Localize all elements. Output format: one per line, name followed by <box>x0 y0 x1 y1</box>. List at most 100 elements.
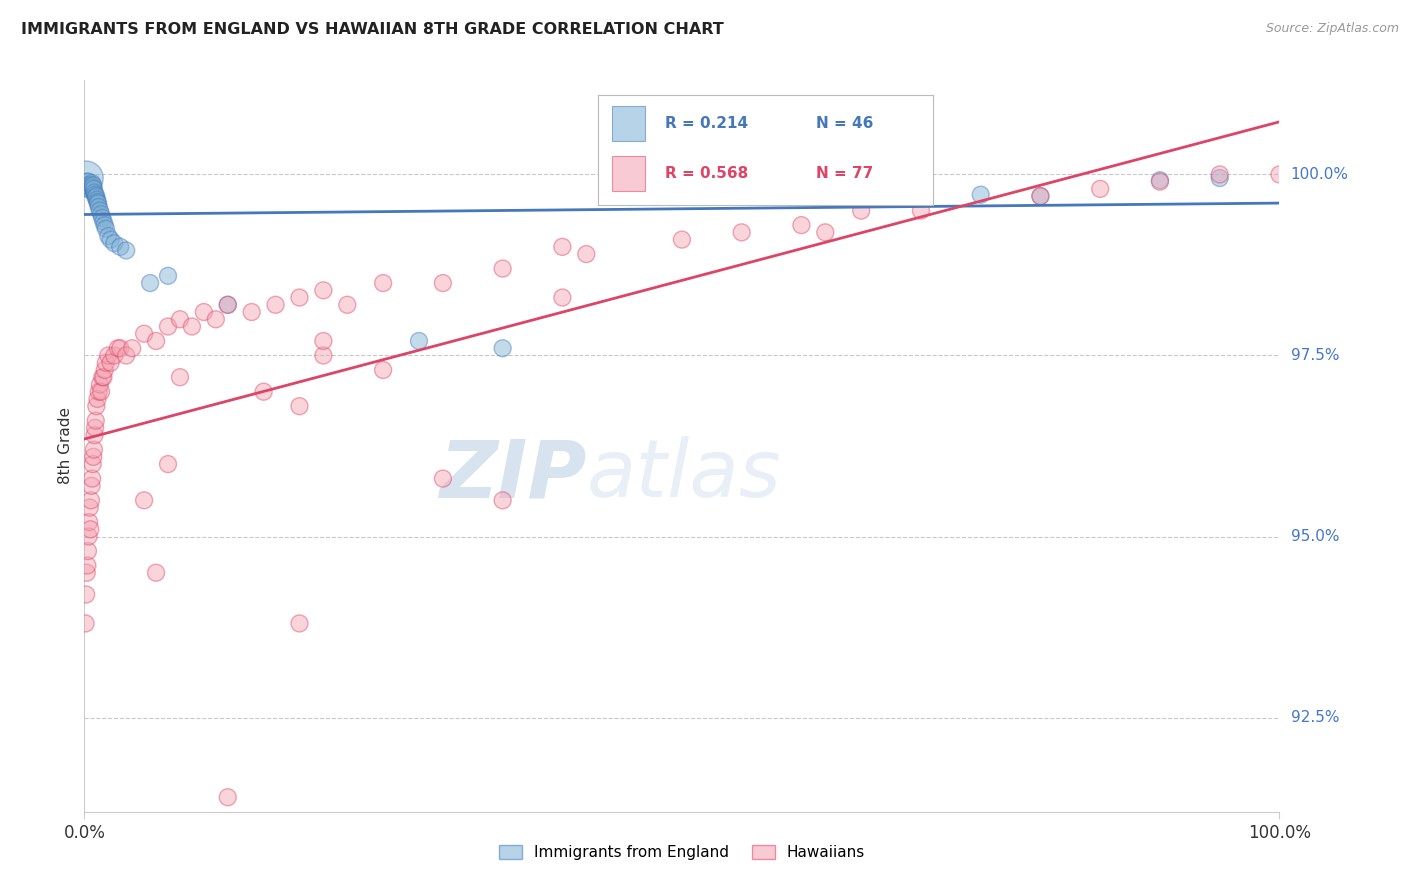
Point <box>110 341 132 355</box>
Point <box>1208 168 1230 182</box>
Point <box>551 240 574 254</box>
Point <box>157 319 180 334</box>
Point <box>75 171 97 186</box>
Point <box>145 566 167 580</box>
Point <box>94 356 117 370</box>
Point <box>217 790 239 805</box>
Point <box>86 194 108 209</box>
Point <box>93 363 115 377</box>
Point <box>790 180 813 194</box>
Point <box>139 276 162 290</box>
Point <box>86 193 108 207</box>
Point <box>77 180 100 194</box>
Text: ZIP: ZIP <box>439 436 586 515</box>
Point <box>121 341 143 355</box>
Point <box>145 334 167 348</box>
Point <box>371 363 394 377</box>
Point <box>80 493 103 508</box>
Point <box>87 384 110 399</box>
Point <box>103 349 125 363</box>
Point <box>1268 168 1291 182</box>
Point <box>80 180 103 194</box>
Y-axis label: 8th Grade: 8th Grade <box>58 408 73 484</box>
Point <box>432 472 454 486</box>
Point <box>731 182 754 196</box>
Point <box>193 305 215 319</box>
Point <box>157 268 180 283</box>
Point <box>79 182 101 196</box>
Point <box>84 421 107 435</box>
Point <box>100 356 122 370</box>
Point <box>970 187 993 202</box>
Point <box>79 522 101 536</box>
Text: 95.0%: 95.0% <box>1291 529 1339 544</box>
Point <box>1029 189 1052 203</box>
Point <box>75 616 97 631</box>
Point <box>849 203 872 218</box>
Point <box>84 414 107 428</box>
Point <box>77 175 100 189</box>
Point <box>169 312 191 326</box>
Point <box>180 319 202 334</box>
Point <box>93 214 115 228</box>
Point <box>264 298 287 312</box>
Text: 100.0%: 100.0% <box>1291 167 1348 182</box>
Point <box>80 479 103 493</box>
Point <box>100 233 122 247</box>
Point <box>84 399 107 413</box>
Point <box>731 225 754 239</box>
Point <box>1029 189 1052 203</box>
Point <box>84 189 107 203</box>
Point <box>107 341 129 355</box>
Point <box>76 566 98 580</box>
Point <box>1088 182 1111 196</box>
Point <box>83 442 105 457</box>
Point <box>83 186 105 200</box>
Legend: Immigrants from England, Hawaiians: Immigrants from England, Hawaiians <box>492 839 872 866</box>
Point <box>217 298 239 312</box>
Point <box>492 261 515 276</box>
Point <box>312 283 335 297</box>
Point <box>93 218 115 232</box>
Point <box>1208 171 1230 186</box>
Point <box>77 515 100 529</box>
Point <box>910 186 932 200</box>
Point <box>82 450 104 464</box>
Point <box>551 291 574 305</box>
Point <box>115 244 138 258</box>
Point <box>288 291 311 305</box>
Point <box>82 472 104 486</box>
Point <box>790 218 813 232</box>
Point <box>94 221 117 235</box>
Point <box>87 200 110 214</box>
Point <box>253 384 276 399</box>
Point <box>288 616 311 631</box>
Point <box>76 558 98 573</box>
Point <box>82 176 104 190</box>
Text: 92.5%: 92.5% <box>1291 710 1339 725</box>
Point <box>82 178 104 193</box>
Point <box>432 276 454 290</box>
Point <box>492 341 515 355</box>
Point <box>75 587 97 601</box>
Point <box>90 384 112 399</box>
Point <box>312 334 335 348</box>
Point <box>132 326 156 341</box>
Text: Source: ZipAtlas.com: Source: ZipAtlas.com <box>1265 22 1399 36</box>
Point <box>97 349 120 363</box>
Point <box>849 183 872 197</box>
Point <box>312 349 335 363</box>
Point <box>217 298 239 312</box>
Point <box>84 187 107 202</box>
Text: IMMIGRANTS FROM ENGLAND VS HAWAIIAN 8TH GRADE CORRELATION CHART: IMMIGRANTS FROM ENGLAND VS HAWAIIAN 8TH … <box>21 22 724 37</box>
Point <box>336 298 359 312</box>
Point <box>93 370 115 384</box>
Point <box>408 334 430 348</box>
Point <box>86 392 108 406</box>
Point <box>91 211 114 225</box>
Point <box>132 493 156 508</box>
Point <box>82 457 104 471</box>
Point <box>288 399 311 413</box>
Point <box>80 178 103 193</box>
Point <box>79 183 101 197</box>
